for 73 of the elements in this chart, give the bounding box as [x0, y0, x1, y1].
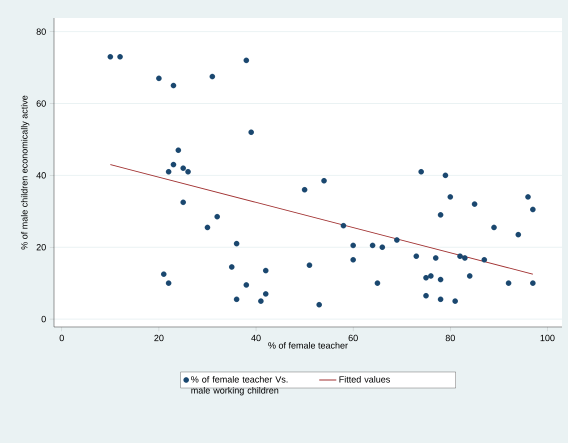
point [438, 296, 444, 302]
point [306, 262, 312, 268]
point [432, 255, 439, 261]
point [428, 273, 434, 279]
point [438, 276, 444, 282]
y-tick-label: 20 [36, 244, 46, 250]
point [185, 168, 191, 175]
y-tick-label: 60 [36, 100, 46, 107]
point [258, 298, 264, 304]
y-tick-label: 0 [42, 316, 46, 322]
point [448, 194, 454, 200]
point [170, 82, 176, 88]
legend-label: % of female teacher Vs. male working children [191, 376, 288, 396]
point [380, 244, 386, 250]
point [248, 129, 254, 136]
point [214, 214, 220, 220]
x-tick-label: 100 [540, 334, 555, 342]
point [180, 165, 186, 171]
point [244, 282, 250, 288]
x-tick-label: 40 [251, 334, 261, 342]
y-tick-label: 40 [36, 172, 46, 179]
point [423, 292, 429, 299]
point [350, 242, 356, 248]
point [156, 76, 162, 82]
point [370, 242, 376, 248]
point [228, 264, 235, 270]
point [166, 280, 172, 286]
point [481, 256, 488, 263]
point [374, 280, 380, 286]
point [442, 172, 448, 178]
point [204, 224, 210, 230]
point [414, 253, 420, 260]
point [423, 274, 429, 281]
point [321, 178, 327, 184]
y-tick-label: 80 [36, 28, 46, 35]
x-axis-title: % of female teacher [268, 342, 348, 349]
point [210, 74, 216, 80]
point [462, 255, 468, 261]
point [166, 168, 172, 175]
point [180, 200, 186, 206]
point [350, 256, 356, 263]
point [302, 186, 308, 193]
point [316, 302, 322, 308]
point [457, 253, 463, 260]
x-tick-label: 80 [446, 334, 455, 342]
point [506, 280, 512, 286]
point [438, 212, 444, 218]
point [170, 162, 176, 168]
point [472, 201, 478, 207]
point [176, 147, 182, 154]
x-tick-label: 20 [154, 334, 164, 342]
point [530, 206, 536, 212]
point [262, 268, 269, 274]
point [515, 232, 522, 238]
point [530, 280, 536, 286]
point [525, 194, 531, 200]
y-axis-title: % of male children economically active [20, 96, 30, 250]
point [452, 298, 458, 304]
point [160, 271, 167, 277]
point [108, 54, 114, 60]
point [466, 273, 473, 279]
point [234, 296, 240, 302]
legend-label: Fitted values [339, 376, 390, 383]
point [117, 54, 123, 60]
point [244, 58, 250, 64]
point [394, 237, 400, 243]
x-tick-label: 60 [348, 334, 358, 342]
point [491, 224, 497, 230]
point [340, 222, 346, 228]
point [234, 240, 240, 246]
point [262, 291, 269, 297]
x-tick-label: 0 [60, 334, 64, 342]
point [418, 168, 424, 175]
